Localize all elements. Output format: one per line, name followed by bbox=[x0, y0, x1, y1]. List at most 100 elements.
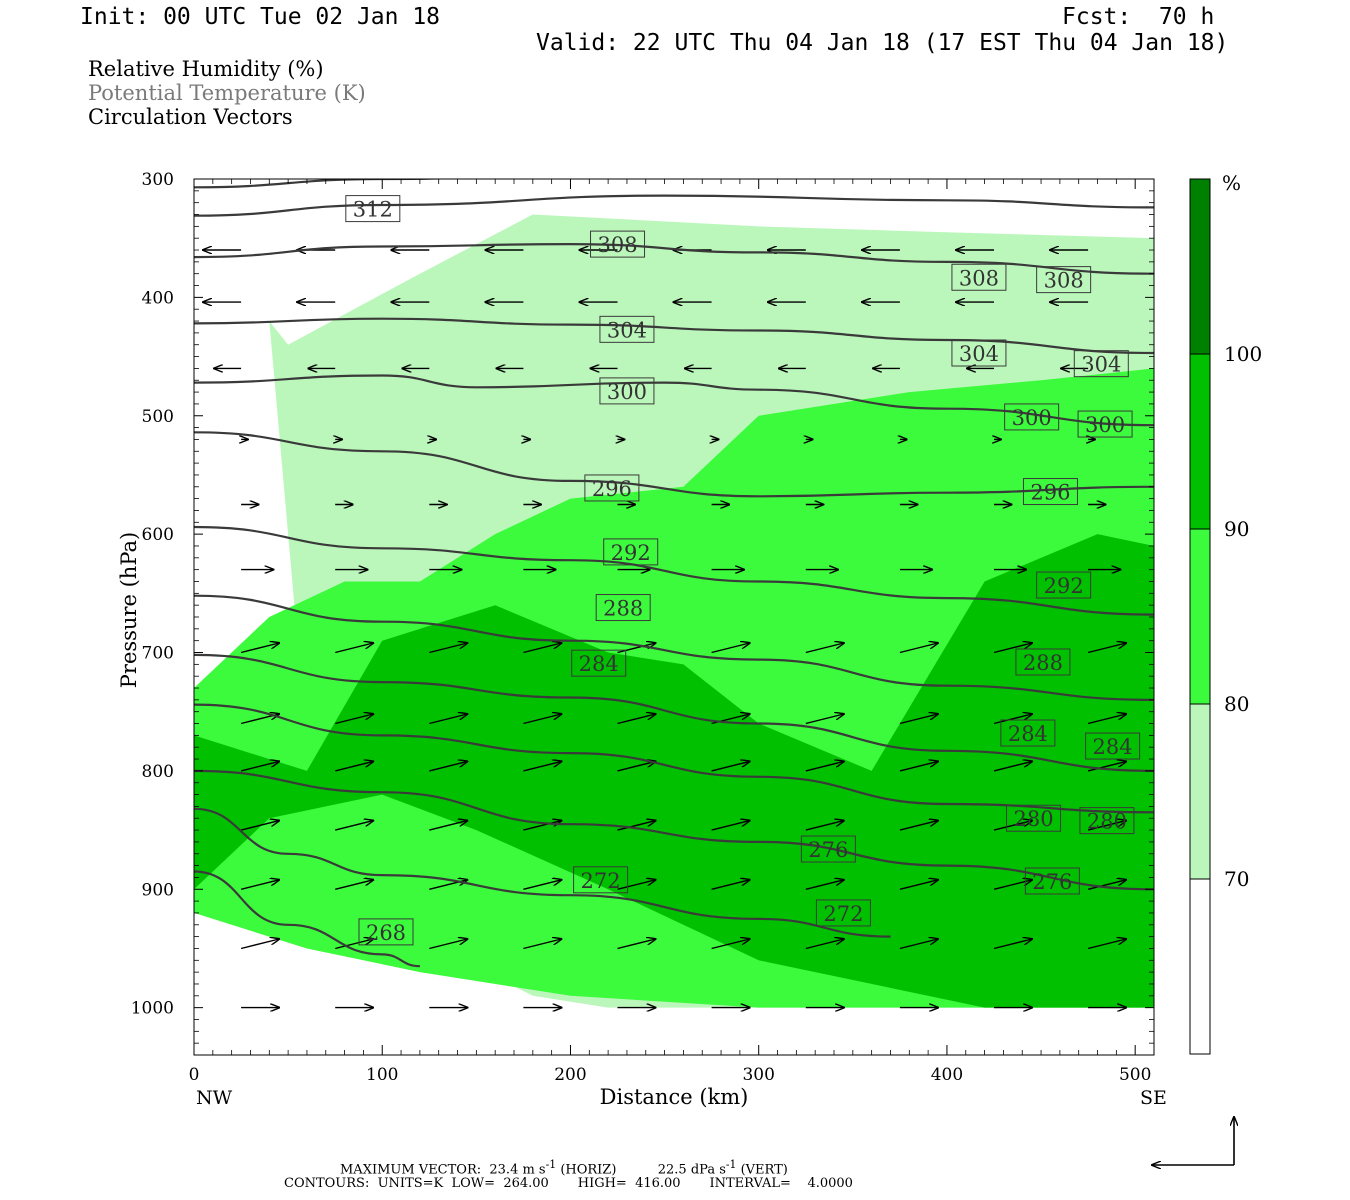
isentrope-label: 280 bbox=[1087, 810, 1127, 834]
circulation-vector bbox=[1087, 643, 1126, 654]
max-vector-line: MAXIMUM VECTOR: 23.4 m s-1 (HORIZ) 22.5 … bbox=[340, 1158, 788, 1177]
max-vector-label: MAXIMUM VECTOR: bbox=[340, 1162, 482, 1178]
circulation-vector bbox=[335, 643, 373, 654]
y-tick-label: 400 bbox=[142, 288, 174, 308]
circulation-vector bbox=[805, 821, 844, 831]
isentrope-label: 304 bbox=[959, 342, 999, 366]
isentrope-label: 284 bbox=[1008, 722, 1048, 746]
isentrope-label-box bbox=[1085, 732, 1141, 760]
isentrope-label: 308 bbox=[597, 233, 637, 257]
circulation-vector bbox=[1087, 714, 1126, 725]
x-tick-label: 0 bbox=[189, 1065, 200, 1085]
isentrope-label-box bbox=[1077, 410, 1133, 438]
rh-fill-layer bbox=[194, 214, 1154, 1008]
y-tick-label: 500 bbox=[142, 407, 174, 427]
circulation-vector bbox=[335, 880, 373, 890]
circulation-vector bbox=[240, 939, 279, 950]
valid-time: Valid: 22 UTC Thu 04 Jan 18 (17 EST Thu … bbox=[536, 30, 1229, 56]
vert-exponent: -1 bbox=[725, 1158, 737, 1171]
circulation-vector bbox=[993, 643, 1032, 654]
circulation-vector bbox=[711, 880, 750, 890]
isentrope-label-box bbox=[345, 195, 401, 223]
circulation-vector bbox=[617, 939, 656, 950]
legend-vectors: Circulation Vectors bbox=[88, 105, 293, 129]
isentrope-label: 284 bbox=[1093, 735, 1133, 759]
legend-rh: Relative Humidity (%) bbox=[88, 57, 324, 81]
circulation-vector bbox=[993, 714, 1032, 725]
circulation-vector bbox=[993, 821, 1032, 831]
y-axis-title: Pressure (hPa) bbox=[117, 532, 141, 688]
circulation-vector bbox=[429, 761, 467, 772]
isentrope-label-box bbox=[1022, 478, 1078, 506]
circulation-vector bbox=[523, 939, 561, 950]
circulation-vector bbox=[899, 643, 938, 654]
circulation-vector bbox=[899, 714, 938, 725]
circulation-vector bbox=[523, 714, 561, 725]
x-label-se: SE bbox=[1140, 1087, 1167, 1109]
legend-theta: Potential Temperature (K) bbox=[88, 81, 366, 105]
isentrope-label-box bbox=[603, 538, 659, 566]
isentrope-300 bbox=[194, 374, 1154, 427]
isentrope-276 bbox=[194, 769, 1154, 891]
isentrope-label-box bbox=[599, 377, 655, 405]
circulation-vector bbox=[711, 821, 750, 831]
vert-tag: (VERT) bbox=[740, 1162, 788, 1178]
circulation-vector bbox=[523, 643, 561, 654]
isentrope-label: 300 bbox=[1012, 406, 1052, 430]
isentrope-label: 296 bbox=[592, 477, 632, 501]
circulation-vector bbox=[805, 939, 844, 950]
max-vector-horiz: 23.4 m s bbox=[489, 1162, 546, 1178]
circulation-vector bbox=[617, 643, 656, 654]
circulation-vector bbox=[240, 761, 279, 772]
isentrope-label-box bbox=[1024, 867, 1080, 895]
x-tick-label: 300 bbox=[742, 1065, 774, 1085]
init-time: Init: 00 UTC Tue 02 Jan 18 bbox=[80, 4, 441, 30]
isentrope-label: 304 bbox=[607, 318, 647, 342]
isentrope-label-box bbox=[951, 263, 1007, 291]
isentrope-label-box bbox=[599, 315, 655, 343]
contour-info: CONTOURS: UNITS=K LOW= 264.00 HIGH= 416.… bbox=[284, 1176, 853, 1191]
isentrope-label-box bbox=[1079, 807, 1135, 835]
circulation-vector bbox=[899, 821, 938, 831]
isentrope-label-box bbox=[590, 230, 646, 258]
isentrope-label: 300 bbox=[1085, 413, 1125, 437]
circulation-vector bbox=[617, 821, 656, 831]
y-tick-label: 300 bbox=[142, 170, 174, 190]
isentrope-label-box bbox=[1004, 403, 1060, 431]
circulation-vector bbox=[429, 714, 467, 725]
isentrope-label-box bbox=[1036, 571, 1092, 599]
colorbar-segment bbox=[1189, 528, 1211, 705]
circulation-vector bbox=[1087, 939, 1126, 950]
vector-layer bbox=[203, 250, 1126, 1008]
circulation-vector bbox=[429, 939, 467, 950]
circulation-vector bbox=[523, 880, 561, 890]
isentrope-label: 308 bbox=[959, 266, 999, 290]
circulation-vector bbox=[899, 939, 938, 950]
isentrope-312 bbox=[194, 194, 1154, 217]
colorbar: 70 80 90 100 bbox=[1189, 178, 1262, 1055]
circulation-vector bbox=[805, 714, 844, 725]
colorbar-segment bbox=[1189, 353, 1211, 530]
isentrope-layer bbox=[194, 179, 1154, 968]
colorbar-segment bbox=[1189, 878, 1211, 1055]
circulation-vector bbox=[805, 643, 844, 654]
y-tick-label: 900 bbox=[142, 880, 174, 900]
isentrope-272 bbox=[194, 807, 891, 938]
isentrope-label: 276 bbox=[1032, 870, 1072, 894]
isentrope-label-box bbox=[951, 339, 1007, 367]
circulation-vector bbox=[711, 643, 750, 654]
isentrope-label: 304 bbox=[1081, 353, 1121, 377]
y-tick-label: 800 bbox=[142, 762, 174, 782]
x-tick-label: 400 bbox=[931, 1065, 963, 1085]
isentrope-label: 312 bbox=[353, 198, 393, 222]
isentrope-label: 272 bbox=[823, 902, 863, 926]
isentrope-label: 268 bbox=[366, 921, 406, 945]
circulation-vector bbox=[1087, 821, 1126, 831]
max-vector-vert: 22.5 dPa s bbox=[657, 1162, 726, 1178]
x-axis-title: Distance (km) bbox=[600, 1085, 749, 1109]
isentrope-292 bbox=[194, 525, 1154, 616]
reference-vector bbox=[1152, 1117, 1234, 1165]
circulation-vector bbox=[335, 939, 373, 950]
horiz-exponent: -1 bbox=[545, 1158, 557, 1171]
